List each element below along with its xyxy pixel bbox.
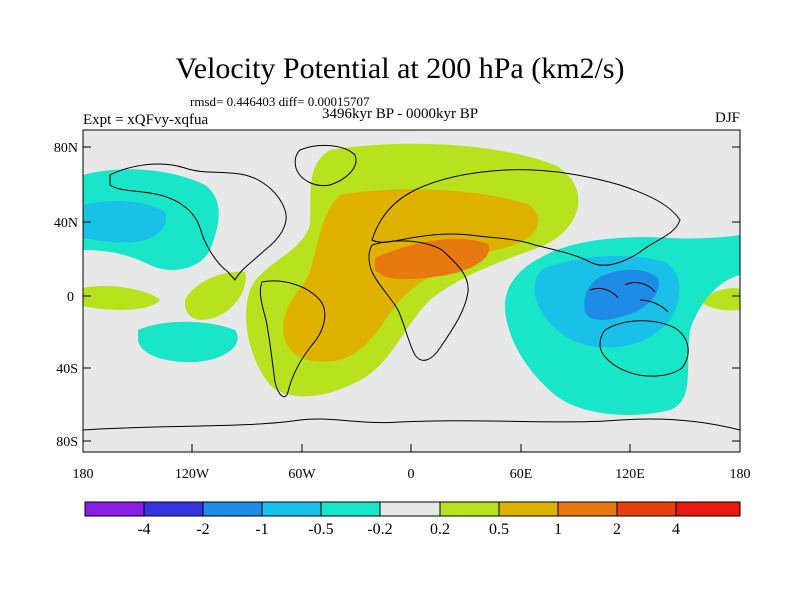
contour-negative-east-pacific xyxy=(705,238,740,253)
contour-positive-pacific xyxy=(83,285,160,310)
colorbar-label-6: 0.5 xyxy=(489,521,509,538)
contour-positive-north-pacific xyxy=(184,271,246,320)
season-label: DJF xyxy=(714,110,740,126)
lon-label-120w: 120W xyxy=(175,467,210,482)
lon-label-60w: 60W xyxy=(288,467,316,482)
latitude-labels: 80N 40N 0 40S 80S xyxy=(54,141,78,450)
colorbar-swatch-1 xyxy=(143,501,204,517)
colorbar-label-0: -4 xyxy=(137,521,150,538)
lon-label-60e: 60E xyxy=(510,467,533,482)
colorbar: -4 -2 -1 -0.5 -0.2 0.2 0.5 1 2 4 xyxy=(84,501,741,538)
lat-label-40n: 40N xyxy=(54,216,78,231)
colorbar-label-2: -1 xyxy=(255,521,268,538)
colorbar-swatch-5 xyxy=(379,501,441,517)
contour-negative-south-pacific xyxy=(138,321,238,363)
lon-label-180e: 180 xyxy=(730,467,751,482)
colorbar-swatch-8 xyxy=(557,501,618,517)
contour-positive-west-pacific xyxy=(700,288,740,311)
colorbar-label-9: 4 xyxy=(672,521,680,538)
colorbar-label-7: 1 xyxy=(554,521,562,538)
longitude-axis xyxy=(82,444,741,452)
lat-label-80s: 80S xyxy=(56,435,78,450)
colorbar-label-1: -2 xyxy=(196,521,209,538)
period-label: 3496kyr BP - 0000kyr BP xyxy=(322,106,479,122)
lon-label-180w: 180 xyxy=(73,467,94,482)
colorbar-label-8: 2 xyxy=(613,521,621,538)
lon-label-120e: 120E xyxy=(615,467,645,482)
colorbar-swatch-10 xyxy=(675,501,741,517)
map-title: Velocity Potential at 200 hPa (km2/s) xyxy=(175,52,625,85)
coast-australia xyxy=(599,320,689,377)
contour-negative-north-pacific-core xyxy=(83,200,167,243)
latitude-axis xyxy=(83,146,740,442)
lat-label-40s: 40S xyxy=(56,362,78,377)
colorbar-label-5: 0.2 xyxy=(430,521,450,538)
coast-maritime-continent xyxy=(589,282,669,313)
coast-greenland xyxy=(294,144,357,187)
coast-north-america xyxy=(109,163,287,281)
stats-label: rmsd= 0.446403 diff= 0.00015707 xyxy=(190,94,370,109)
colorbar-label-4: -0.2 xyxy=(367,521,392,538)
lon-label-0: 0 xyxy=(408,467,415,482)
lat-label-80n: 80N xyxy=(54,141,78,156)
colorbar-swatch-3 xyxy=(261,501,322,517)
coast-south-america xyxy=(259,280,326,398)
experiment-label: Expt = xQFvy-xqfua xyxy=(83,112,209,128)
contour-field xyxy=(83,130,740,452)
colorbar-labels: -4 -2 -1 -0.5 -0.2 0.2 0.5 1 2 4 xyxy=(137,521,680,538)
colorbar-swatch-4 xyxy=(320,501,381,517)
lat-label-0: 0 xyxy=(67,290,74,305)
coastlines xyxy=(83,144,740,431)
colorbar-swatch-6 xyxy=(439,501,500,517)
colorbar-swatch-2 xyxy=(202,501,263,517)
longitude-labels: 180 120W 60W 0 60E 120E 180 xyxy=(73,467,751,482)
colorbar-swatches xyxy=(84,501,741,517)
colorbar-label-3: -0.5 xyxy=(308,521,333,538)
coast-africa xyxy=(368,240,469,361)
contour-negative-1 xyxy=(584,269,659,320)
colorbar-swatch-9 xyxy=(616,501,677,517)
coast-eurasia xyxy=(371,169,681,266)
colorbar-swatch-7 xyxy=(498,501,559,517)
colorbar-swatch-0 xyxy=(84,501,145,517)
coast-antarctica xyxy=(83,418,740,431)
